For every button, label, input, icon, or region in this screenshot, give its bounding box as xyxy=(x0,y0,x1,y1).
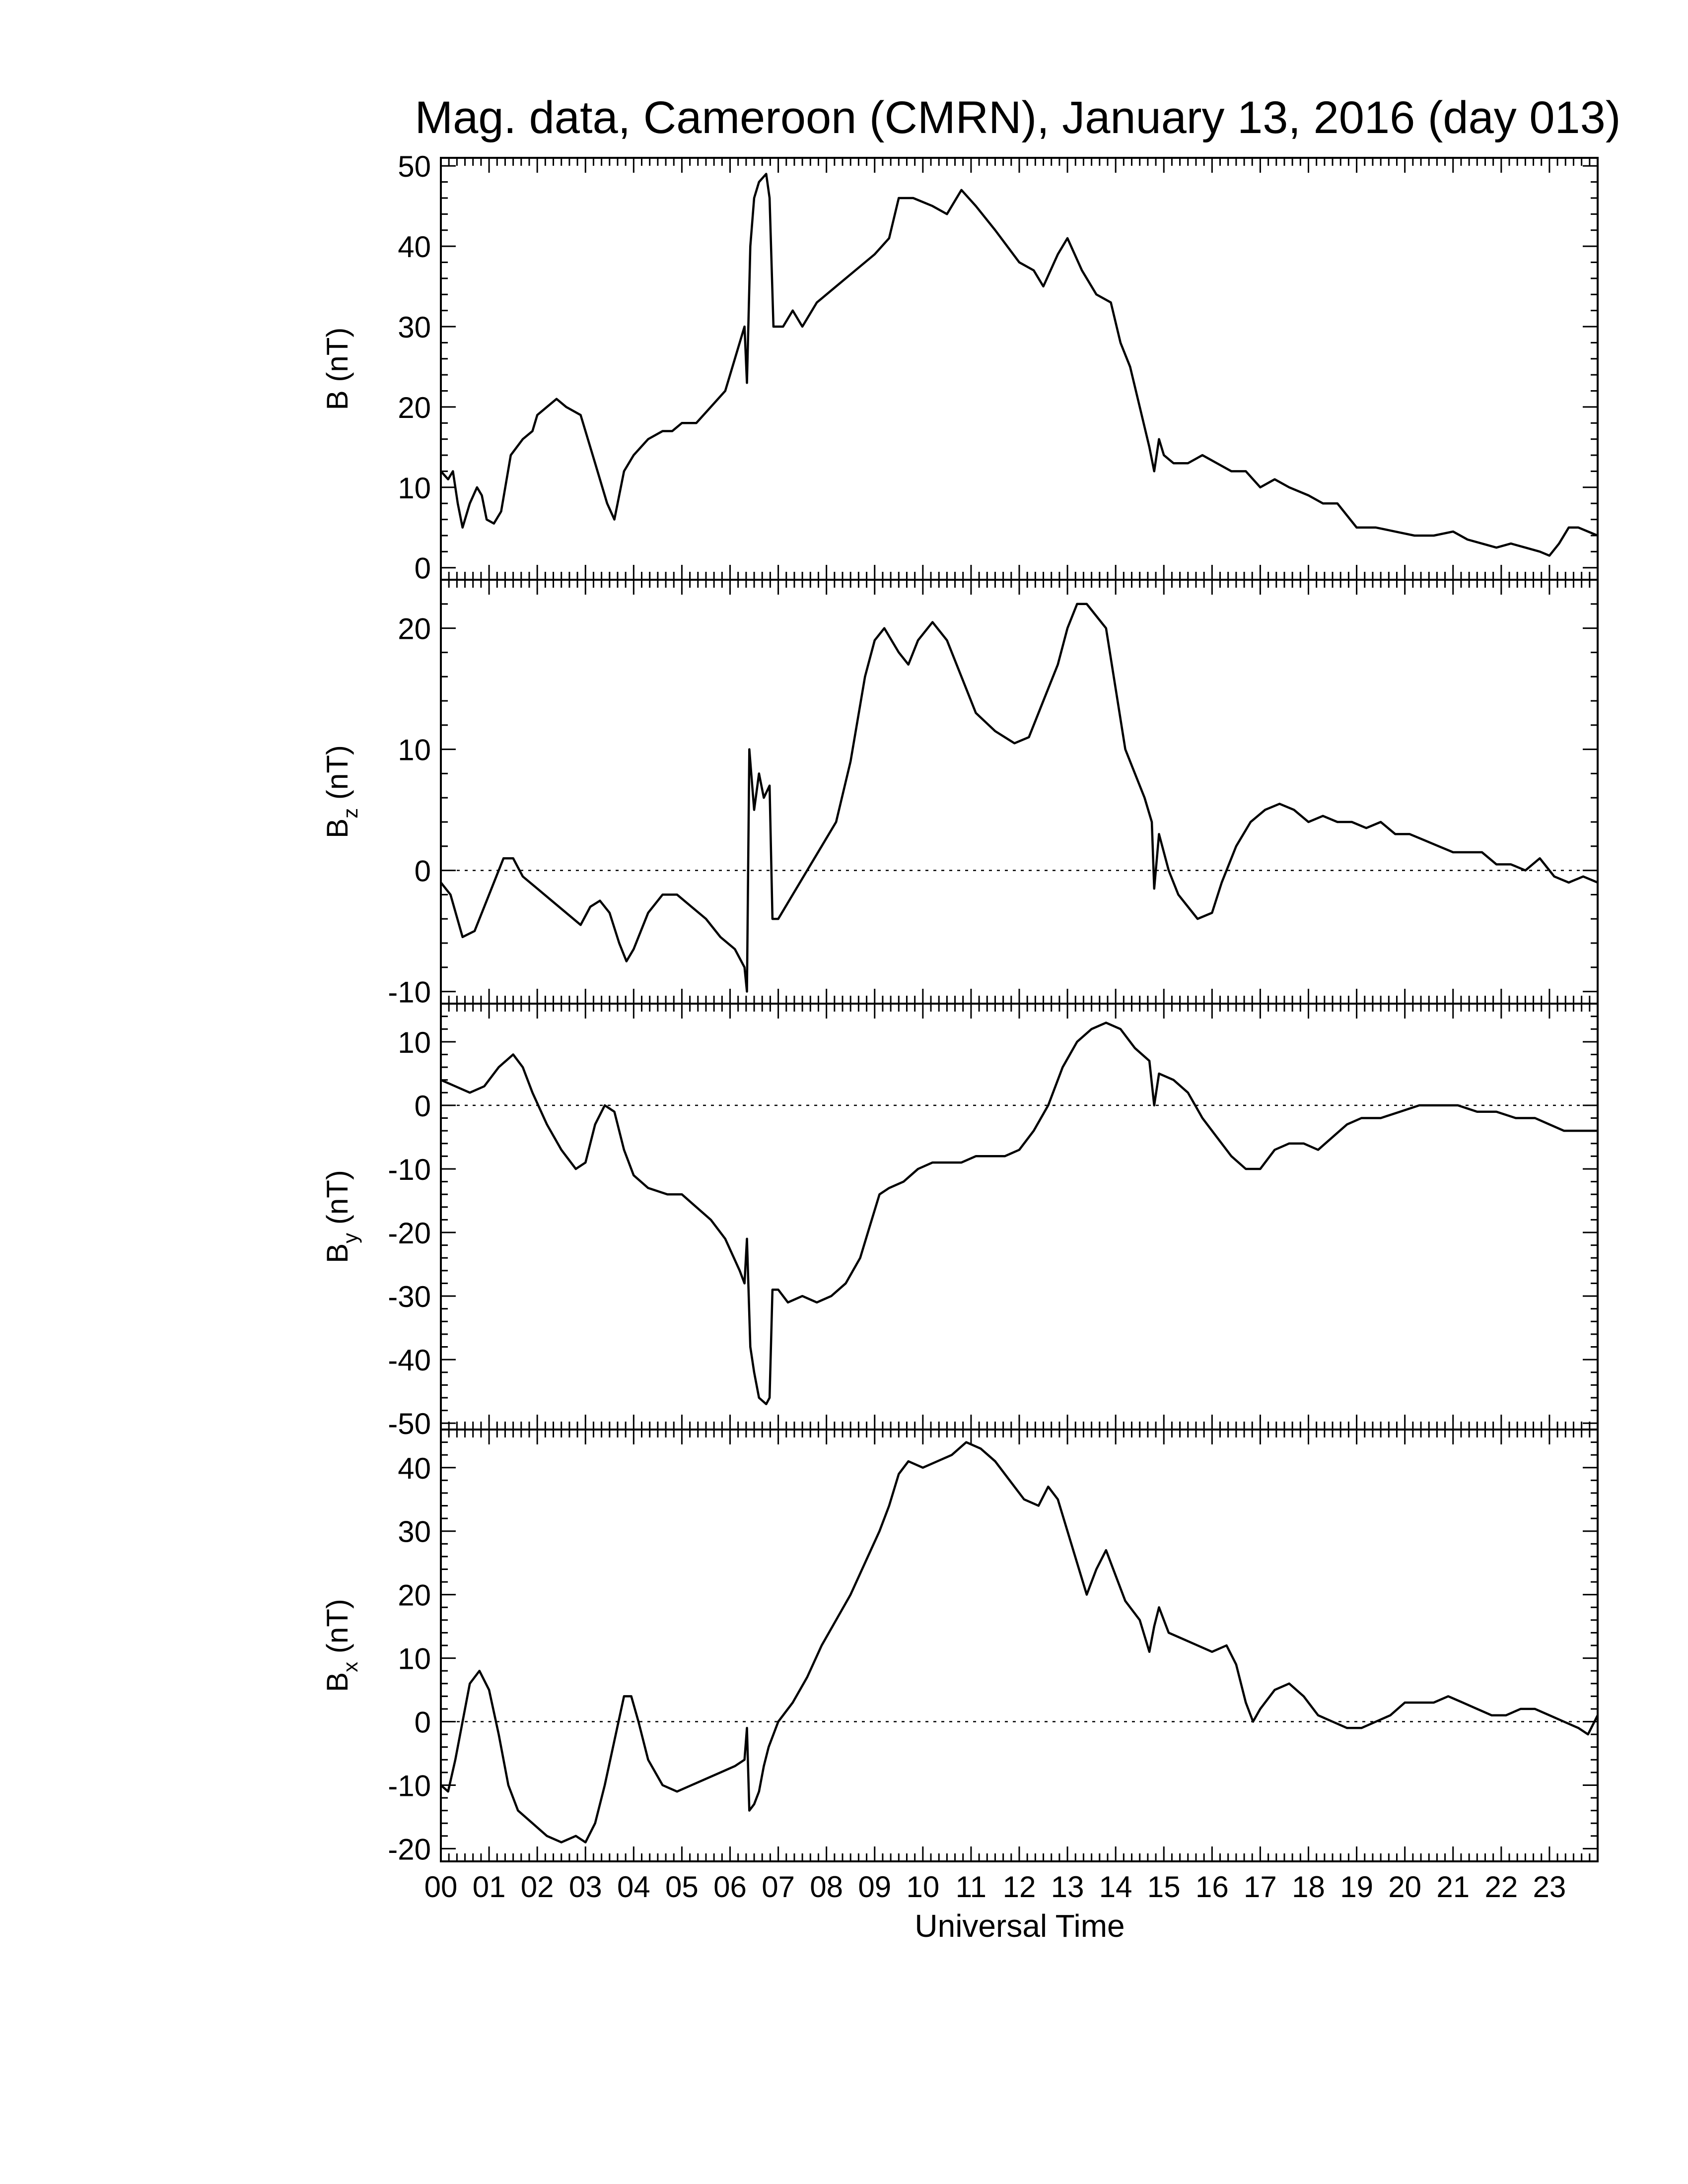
chart-title: Mag. data, Cameroon (CMRN), January 13, … xyxy=(415,92,1621,143)
x-tick-label: 13 xyxy=(1051,1870,1084,1904)
y-tick-label: 50 xyxy=(398,150,431,183)
y-tick-label: 20 xyxy=(398,613,431,646)
y-tick-label: 10 xyxy=(398,1026,431,1059)
x-tick-label: 07 xyxy=(762,1870,795,1904)
y-tick-label: -10 xyxy=(388,1769,431,1802)
x-tick-label: 09 xyxy=(858,1870,891,1904)
series-line-Bz xyxy=(440,603,1598,993)
series-line-Bx xyxy=(440,1441,1599,1843)
y-tick-label: 0 xyxy=(415,1706,431,1739)
y-tick-label: -40 xyxy=(388,1344,431,1377)
x-tick-label: 14 xyxy=(1099,1870,1132,1904)
x-tick-label: 18 xyxy=(1292,1870,1325,1904)
y-axis-label-B: B (nT) xyxy=(321,328,354,410)
y-tick-label: -50 xyxy=(388,1407,431,1440)
x-tick-label: 19 xyxy=(1340,1870,1373,1904)
y-tick-label: 0 xyxy=(415,1090,431,1123)
x-tick-label: 17 xyxy=(1244,1870,1277,1904)
y-tick-label: 30 xyxy=(398,1515,431,1549)
series-line-By xyxy=(440,1022,1598,1406)
x-tick-label: 12 xyxy=(1003,1870,1036,1904)
y-tick-label: 20 xyxy=(398,391,431,424)
x-tick-label: 10 xyxy=(906,1870,939,1904)
x-tick-label: 20 xyxy=(1388,1870,1421,1904)
panel-Bx: -20 -10 0 10 20 30 40 Bx (nT) xyxy=(321,1429,1599,1866)
y-tick-label: 20 xyxy=(398,1579,431,1612)
panel-By: -50 -40 -30 -20 -10 0 10 By (nT) xyxy=(321,1003,1599,1440)
y-tick-label: 10 xyxy=(398,472,431,505)
y-tick-label: 40 xyxy=(398,1452,431,1485)
y-axis-label-By: By (nT) xyxy=(321,1170,362,1263)
x-tick-label: 06 xyxy=(713,1870,747,1904)
y-axis-label-Bx: Bx (nT) xyxy=(321,1599,362,1692)
y-tick-label: -10 xyxy=(388,976,431,1009)
x-tick-label: 16 xyxy=(1196,1870,1229,1904)
y-tick-label: 0 xyxy=(415,855,431,888)
x-tick-label: 04 xyxy=(617,1870,650,1904)
y-tick-label: 40 xyxy=(398,230,431,264)
y-tick-label: 0 xyxy=(415,552,431,585)
x-tick-label: 02 xyxy=(521,1870,554,1904)
x-tick-label: 08 xyxy=(810,1870,843,1904)
y-tick-label: -20 xyxy=(388,1833,431,1866)
x-tick-label: 15 xyxy=(1147,1870,1181,1904)
x-tick-label: 05 xyxy=(665,1870,699,1904)
y-axis-label-Bz: Bz (nT) xyxy=(321,745,362,838)
panel-frame xyxy=(440,1429,1599,1862)
x-tick-label: 01 xyxy=(473,1870,506,1904)
x-tick-label: 00 xyxy=(424,1870,458,1904)
y-tick-label: 10 xyxy=(398,1642,431,1676)
x-tick-label: 03 xyxy=(569,1870,602,1904)
panel-B: 0 10 20 30 40 50 B (nT) xyxy=(321,150,1599,585)
y-tick-label: 10 xyxy=(398,734,431,767)
x-tick-label: 21 xyxy=(1436,1870,1470,1904)
x-tick-label: 11 xyxy=(956,1870,986,1904)
x-tick-labels: 00 01 02 03 04 05 06 07 08 09 10 11 12 13 14 15 16 17 18 19… xyxy=(424,1870,1566,1904)
x-tick-label: 23 xyxy=(1533,1870,1566,1904)
y-tick-label: -10 xyxy=(388,1153,431,1186)
x-axis-label: Universal Time xyxy=(914,1908,1125,1944)
panels: 0 10 20 30 40 50 B (nT) -10 0 10 20 Bz (nT) -50 -40 -3… xyxy=(321,150,1599,1866)
y-tick-label: -20 xyxy=(388,1217,431,1250)
x-tick-label: 22 xyxy=(1484,1870,1518,1904)
series-line-B xyxy=(440,173,1598,557)
y-tick-label: -30 xyxy=(388,1280,431,1313)
y-tick-label: 30 xyxy=(398,311,431,344)
